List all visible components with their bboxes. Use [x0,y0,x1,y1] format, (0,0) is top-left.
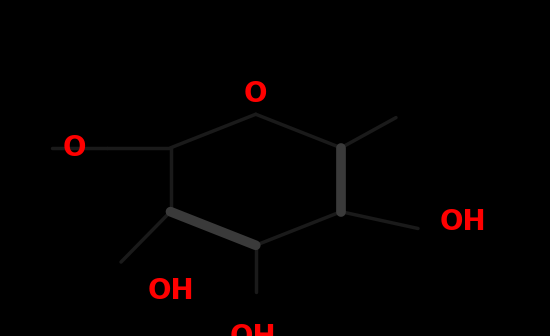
Text: O: O [244,80,267,108]
Text: OH: OH [147,277,194,305]
Text: OH: OH [440,208,487,236]
Text: O: O [63,134,86,162]
Text: OH: OH [230,323,276,336]
